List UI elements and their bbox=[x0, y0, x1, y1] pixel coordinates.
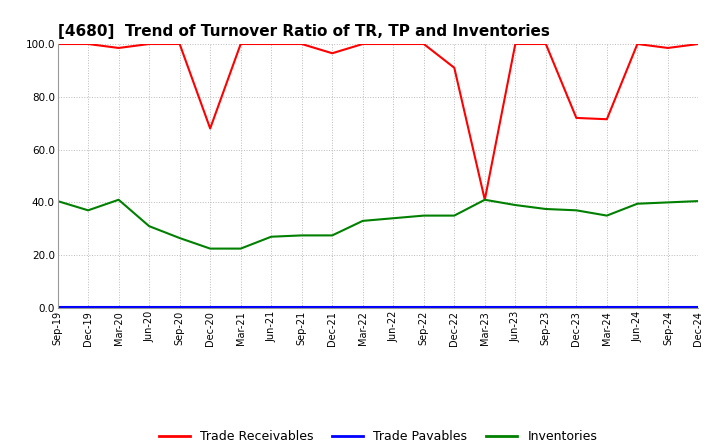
Trade Payables bbox=[359, 304, 367, 309]
Trade Receivables bbox=[664, 45, 672, 51]
Inventories bbox=[511, 202, 520, 208]
Trade Receivables bbox=[84, 41, 92, 47]
Trade Receivables bbox=[389, 41, 397, 47]
Inventories bbox=[694, 198, 703, 204]
Line: Inventories: Inventories bbox=[58, 200, 698, 249]
Trade Receivables bbox=[267, 41, 276, 47]
Trade Payables bbox=[633, 304, 642, 309]
Inventories bbox=[664, 200, 672, 205]
Trade Payables bbox=[694, 304, 703, 309]
Trade Receivables bbox=[145, 41, 153, 47]
Trade Receivables bbox=[572, 115, 580, 121]
Trade Payables bbox=[450, 304, 459, 309]
Inventories bbox=[84, 208, 92, 213]
Trade Receivables bbox=[511, 41, 520, 47]
Trade Receivables bbox=[603, 117, 611, 122]
Trade Payables bbox=[206, 304, 215, 309]
Trade Receivables bbox=[480, 197, 489, 202]
Trade Payables bbox=[480, 304, 489, 309]
Inventories bbox=[359, 218, 367, 224]
Inventories bbox=[450, 213, 459, 218]
Inventories bbox=[206, 246, 215, 251]
Trade Payables bbox=[603, 304, 611, 309]
Inventories bbox=[572, 208, 580, 213]
Trade Receivables bbox=[53, 41, 62, 47]
Trade Payables bbox=[297, 304, 306, 309]
Inventories bbox=[389, 216, 397, 221]
Trade Receivables bbox=[694, 41, 703, 47]
Trade Payables bbox=[114, 304, 123, 309]
Inventories bbox=[297, 233, 306, 238]
Trade Receivables bbox=[114, 45, 123, 51]
Inventories bbox=[633, 201, 642, 206]
Legend: Trade Receivables, Trade Payables, Inventories: Trade Receivables, Trade Payables, Inven… bbox=[153, 425, 603, 440]
Inventories bbox=[480, 197, 489, 202]
Trade Receivables bbox=[633, 41, 642, 47]
Trade Receivables bbox=[359, 41, 367, 47]
Trade Payables bbox=[53, 304, 62, 309]
Trade Payables bbox=[389, 304, 397, 309]
Inventories bbox=[420, 213, 428, 218]
Inventories bbox=[114, 197, 123, 202]
Trade Payables bbox=[511, 304, 520, 309]
Trade Receivables bbox=[328, 51, 336, 56]
Trade Payables bbox=[420, 304, 428, 309]
Inventories bbox=[603, 213, 611, 218]
Trade Payables bbox=[176, 304, 184, 309]
Trade Receivables bbox=[297, 41, 306, 47]
Inventories bbox=[236, 246, 245, 251]
Trade Payables bbox=[541, 304, 550, 309]
Inventories bbox=[328, 233, 336, 238]
Text: [4680]  Trend of Turnover Ratio of TR, TP and Inventories: [4680] Trend of Turnover Ratio of TR, TP… bbox=[58, 24, 549, 39]
Trade Payables bbox=[664, 304, 672, 309]
Trade Receivables bbox=[420, 41, 428, 47]
Trade Payables bbox=[84, 304, 92, 309]
Inventories bbox=[53, 198, 62, 204]
Trade Receivables bbox=[450, 65, 459, 70]
Trade Payables bbox=[145, 304, 153, 309]
Inventories bbox=[267, 234, 276, 239]
Line: Trade Receivables: Trade Receivables bbox=[58, 44, 698, 200]
Trade Receivables bbox=[206, 126, 215, 131]
Inventories bbox=[541, 206, 550, 212]
Trade Receivables bbox=[541, 41, 550, 47]
Trade Payables bbox=[267, 304, 276, 309]
Inventories bbox=[176, 235, 184, 241]
Trade Payables bbox=[236, 304, 245, 309]
Inventories bbox=[145, 224, 153, 229]
Trade Receivables bbox=[176, 41, 184, 47]
Trade Receivables bbox=[236, 41, 245, 47]
Trade Payables bbox=[328, 304, 336, 309]
Trade Payables bbox=[572, 304, 580, 309]
